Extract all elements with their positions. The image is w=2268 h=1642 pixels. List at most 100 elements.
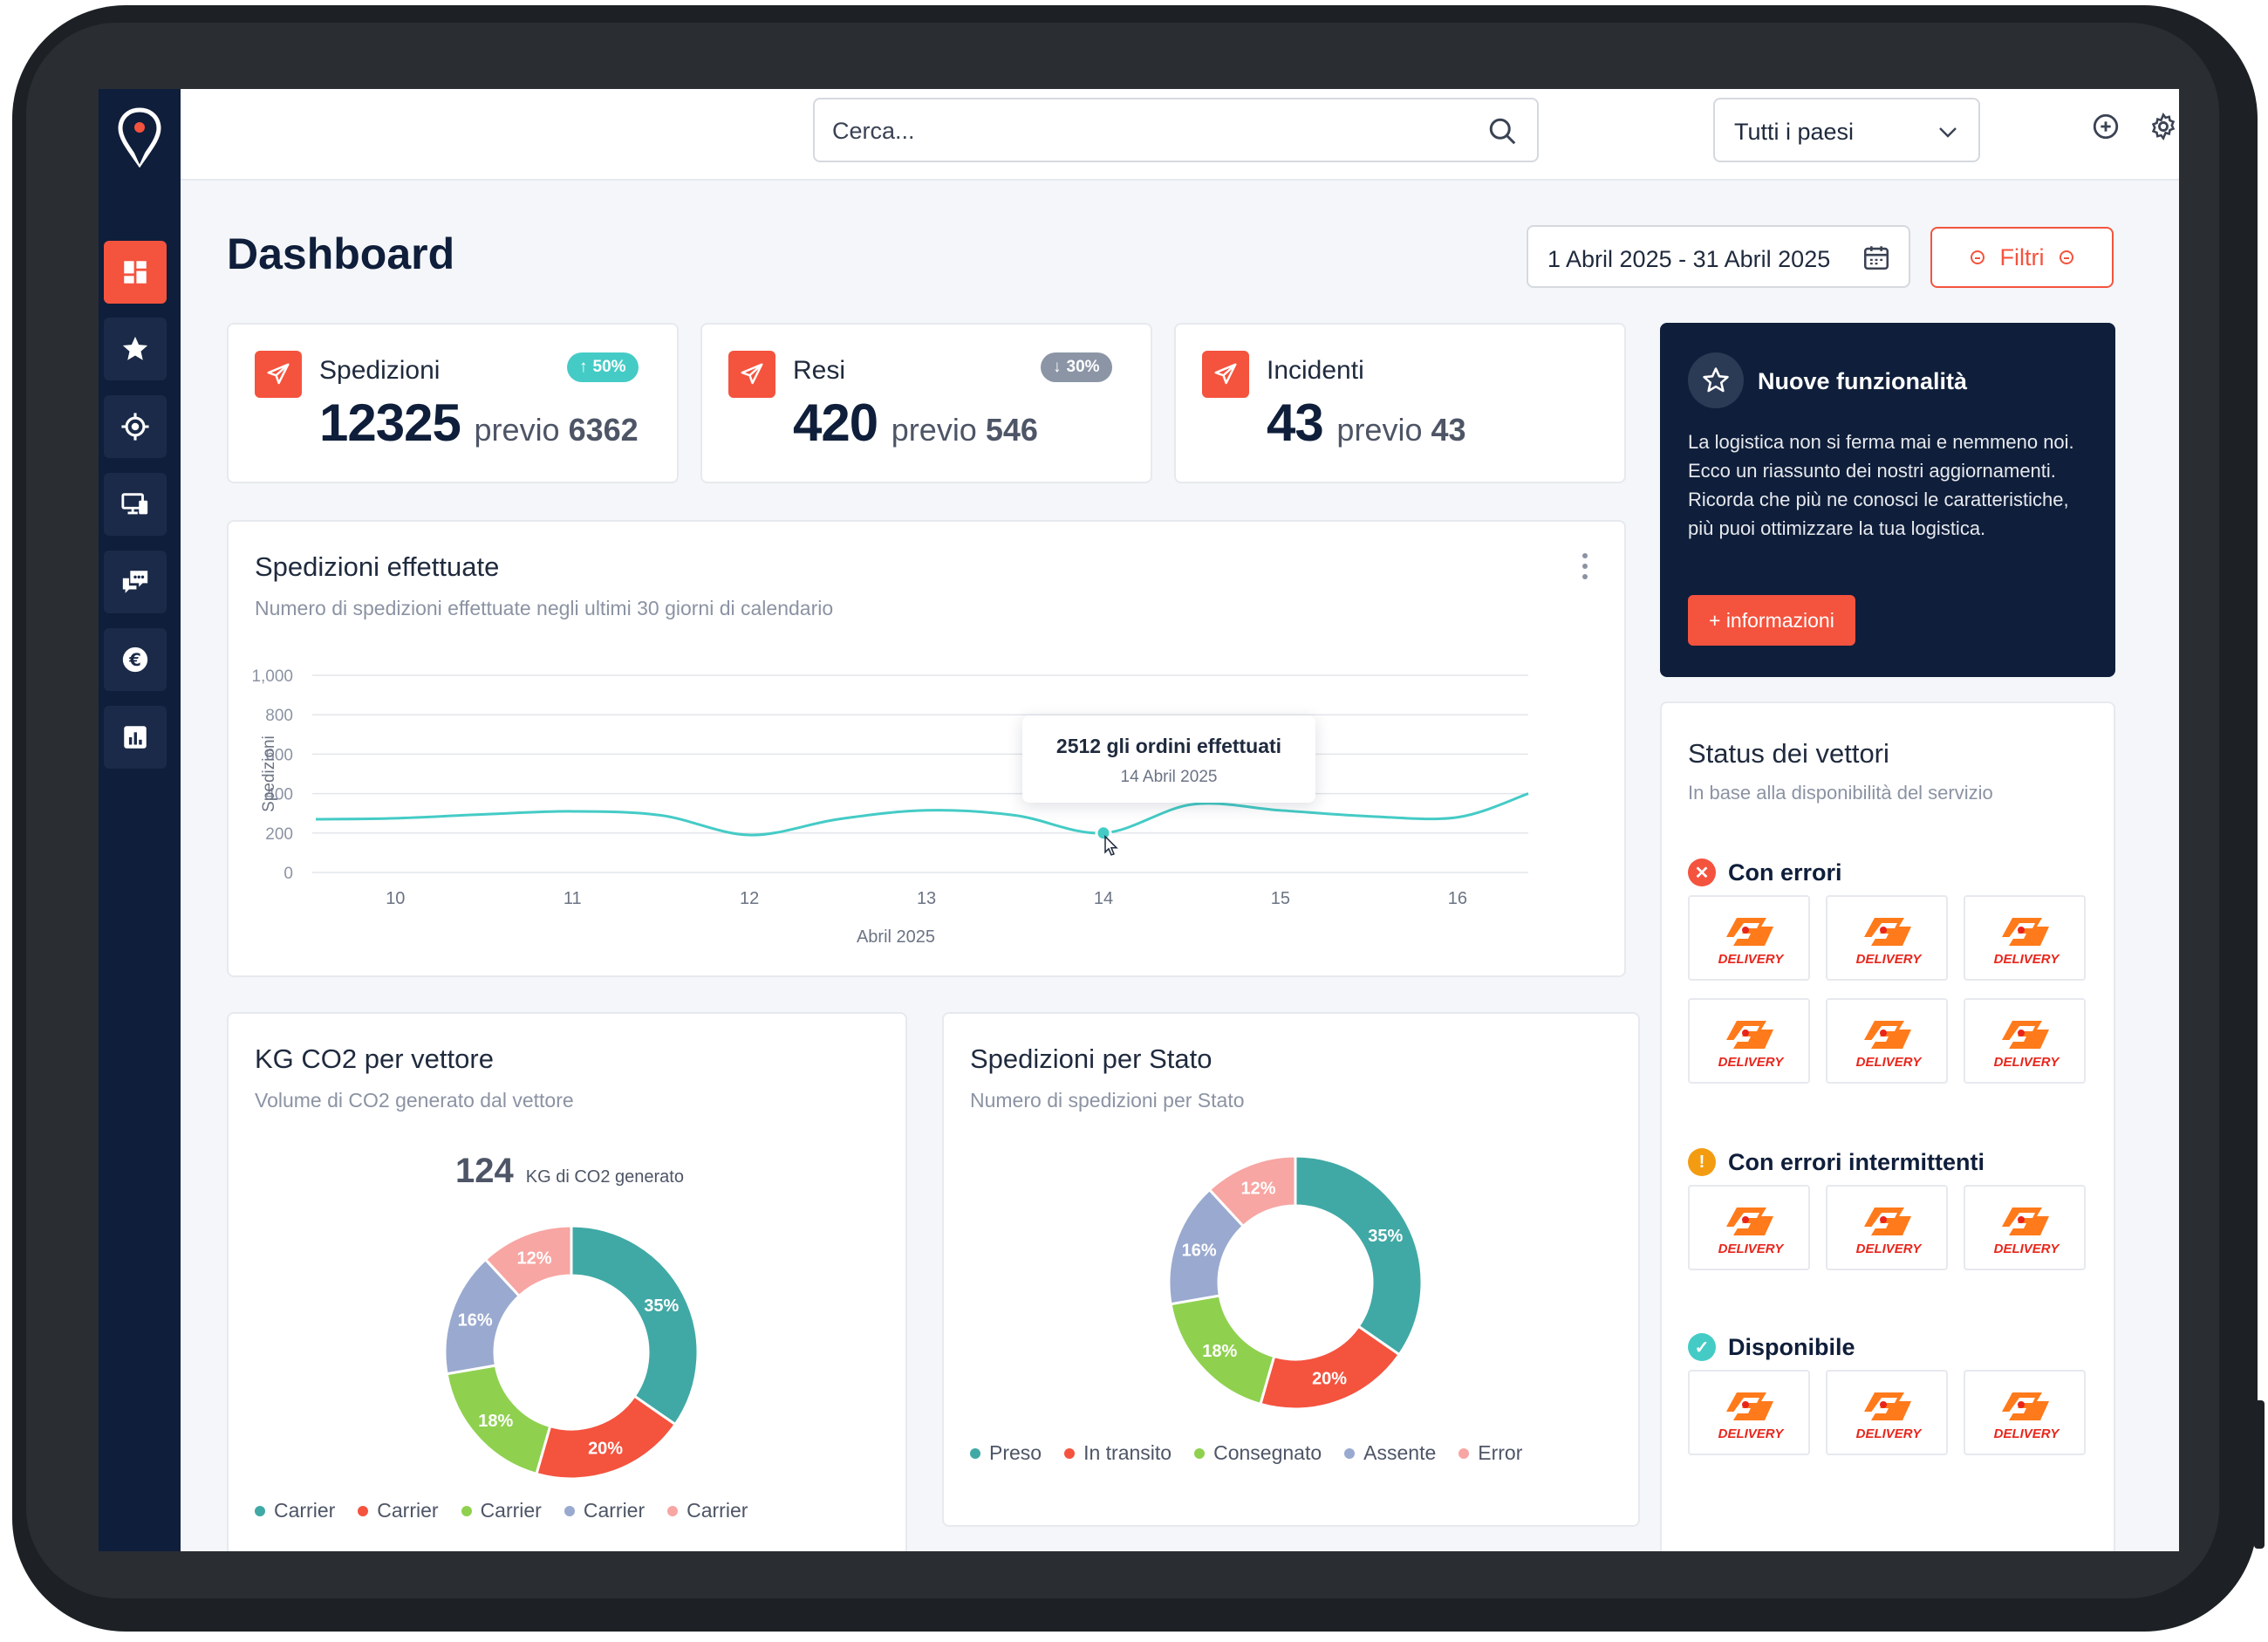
trend-badge: ↑ 50% — [567, 352, 639, 382]
sidebar-item-dashboard[interactable] — [104, 241, 167, 304]
legend-item[interactable]: Carrier — [461, 1499, 542, 1522]
pointer-cursor-icon — [1104, 834, 1118, 856]
news-panel: Nuove funzionalità La logistica non si f… — [1660, 323, 2115, 677]
x-tick-label: 11 — [564, 889, 582, 908]
donut-slice[interactable] — [1259, 1324, 1402, 1411]
carrier-logo-tile[interactable]: DELIVERY — [1964, 895, 2086, 981]
sidebar-item-favorites[interactable] — [104, 318, 167, 380]
legend-label: Consegnato — [1213, 1441, 1322, 1464]
status-group-header: ✓ Disponibile — [1688, 1333, 1855, 1361]
svg-text:DELIVERY: DELIVERY — [1718, 1426, 1786, 1441]
send-icon — [1202, 351, 1249, 398]
svg-text:DELIVERY: DELIVERY — [1994, 1426, 2061, 1441]
chart-title: Spedizioni effettuate — [255, 551, 500, 582]
more-info-button[interactable]: + informazioni — [1688, 595, 1855, 646]
chart-subtitle: Numero di spedizioni per Stato — [970, 1089, 1245, 1112]
carrier-logo-tile[interactable]: DELIVERY — [1826, 1370, 1948, 1455]
delivery-logo-icon: DELIVERY — [1994, 918, 2060, 967]
stat-number: 420 — [793, 393, 878, 452]
bottom-button — [1880, 1621, 1984, 1630]
carrier-logo-tile[interactable]: DELIVERY — [1688, 1185, 1810, 1270]
more-options-icon[interactable] — [1581, 551, 1589, 581]
y-tick-label: 1,000 — [251, 667, 293, 686]
country-select[interactable]: Tutti i paesi — [1713, 98, 1980, 162]
chart-subtitle: Numero di spedizioni effettuate negli ul… — [255, 597, 834, 619]
stat-card-returns: Resi ↓ 30% 420 previo 546 — [700, 323, 1152, 483]
x-tick-label: 12 — [740, 889, 759, 908]
stat-card-incidents: Incidenti 43 previo 43 — [1174, 323, 1626, 483]
delivery-logo-icon: DELIVERY — [1718, 918, 1785, 967]
add-circle-icon[interactable] — [2091, 112, 2121, 141]
legend-item[interactable]: Carrier — [564, 1499, 645, 1522]
donut-slice[interactable] — [483, 1224, 573, 1298]
stat-number: 43 — [1267, 393, 1324, 452]
chart-subtitle: Volume di CO2 generato dal vettore — [255, 1089, 574, 1112]
delivery-logo-icon: DELIVERY — [1718, 1392, 1786, 1441]
sidebar-item-tracking[interactable] — [104, 395, 167, 458]
bar-chart-icon — [124, 726, 147, 749]
legend-label: Carrier — [377, 1499, 439, 1522]
prev-label: previo — [891, 412, 977, 448]
carrier-logo-tile[interactable]: DELIVERY — [1964, 1370, 2086, 1455]
carrier-logo-tile[interactable]: DELIVERY — [1826, 895, 1948, 981]
donut-slice[interactable] — [535, 1394, 678, 1481]
legend-item[interactable]: Carrier — [255, 1499, 335, 1522]
legend-item[interactable]: Error — [1458, 1441, 1522, 1465]
sidebar-item-messages[interactable] — [104, 551, 167, 613]
logo-icon[interactable] — [116, 106, 163, 168]
svg-text:DELIVERY: DELIVERY — [1994, 1242, 2061, 1256]
legend-item[interactable]: Carrier — [667, 1499, 748, 1522]
co2-legend: Carrier Carrier Carrier Carrier Carrier — [255, 1499, 748, 1522]
carrier-logo-tile[interactable]: DELIVERY — [1688, 895, 1810, 981]
state-donut-chart: 35% 20% 18% 16% 12% — [1167, 1154, 1424, 1411]
y-tick-label: 600 — [265, 746, 293, 764]
carrier-logo-tile[interactable]: DELIVERY — [1964, 1185, 2086, 1270]
stat-value: 420 previo 546 — [793, 393, 1038, 453]
search-input[interactable] — [832, 113, 1460, 148]
svg-text:DELIVERY: DELIVERY — [1856, 1242, 1923, 1256]
highlight-point[interactable] — [1095, 824, 1112, 842]
svg-text:DELIVERY: DELIVERY — [1718, 1242, 1786, 1256]
x-tick-label: 16 — [1448, 889, 1467, 908]
prev-label: previo — [474, 412, 560, 448]
carrier-logo-tile[interactable]: DELIVERY — [1964, 998, 2086, 1084]
shipments-chart-card: Spedizioni effettuate Numero di spedizio… — [227, 520, 1626, 977]
legend-item[interactable]: Assente — [1344, 1441, 1436, 1465]
carrier-logo-tile[interactable]: DELIVERY — [1688, 1370, 1810, 1455]
search-icon[interactable] — [1486, 115, 1518, 147]
legend-item[interactable]: In transito — [1064, 1441, 1172, 1465]
stat-label: Spedizioni — [319, 356, 441, 385]
x-tick-label: 14 — [1094, 889, 1113, 908]
co2-total: 124 KG di CO2 generato — [455, 1152, 684, 1191]
legend-swatch — [1344, 1447, 1356, 1459]
legend-item[interactable]: Carrier — [358, 1499, 439, 1522]
state-chart-card: Spedizioni per Stato Numero di spedizion… — [942, 1012, 1640, 1527]
slice-label: 20% — [1312, 1370, 1347, 1389]
top-bar: Tutti i paesi — [181, 89, 2179, 181]
donut-slice[interactable] — [1207, 1154, 1297, 1228]
gear-icon[interactable] — [2148, 112, 2178, 141]
euro-icon: € — [122, 647, 148, 673]
sidebar-item-reports[interactable] — [104, 706, 167, 769]
filters-button[interactable]: Filtri — [1930, 227, 2114, 288]
carrier-logo-tile[interactable]: DELIVERY — [1688, 998, 1810, 1084]
chart-title: Spedizioni per Stato — [970, 1043, 1213, 1074]
x-tick-label: 13 — [917, 889, 936, 908]
carrier-logo-tile[interactable]: DELIVERY — [1826, 998, 1948, 1084]
date-range-picker[interactable]: 1 Abril 2025 - 31 Abril 2025 — [1527, 225, 1910, 288]
slice-label: 20% — [588, 1440, 623, 1459]
donut-slice[interactable] — [1294, 1154, 1424, 1357]
x-tick-label: 10 — [386, 889, 405, 908]
donut-slice[interactable] — [570, 1224, 700, 1426]
sidebar-item-costs[interactable]: € — [104, 628, 167, 691]
news-text: La logistica non si ferma mai e nemmeno … — [1688, 431, 2074, 539]
x-tick-label: 15 — [1271, 889, 1290, 908]
legend-item[interactable]: Consegnato — [1194, 1441, 1322, 1465]
chart-title: KG CO2 per vettore — [255, 1043, 494, 1074]
legend-item[interactable]: Preso — [970, 1441, 1042, 1465]
check-icon: ✓ — [1688, 1333, 1716, 1361]
badge-value: 30% — [1066, 358, 1100, 376]
page-title: Dashboard — [227, 229, 455, 278]
sidebar-item-devices[interactable] — [104, 473, 167, 536]
carrier-logo-tile[interactable]: DELIVERY — [1826, 1185, 1948, 1270]
